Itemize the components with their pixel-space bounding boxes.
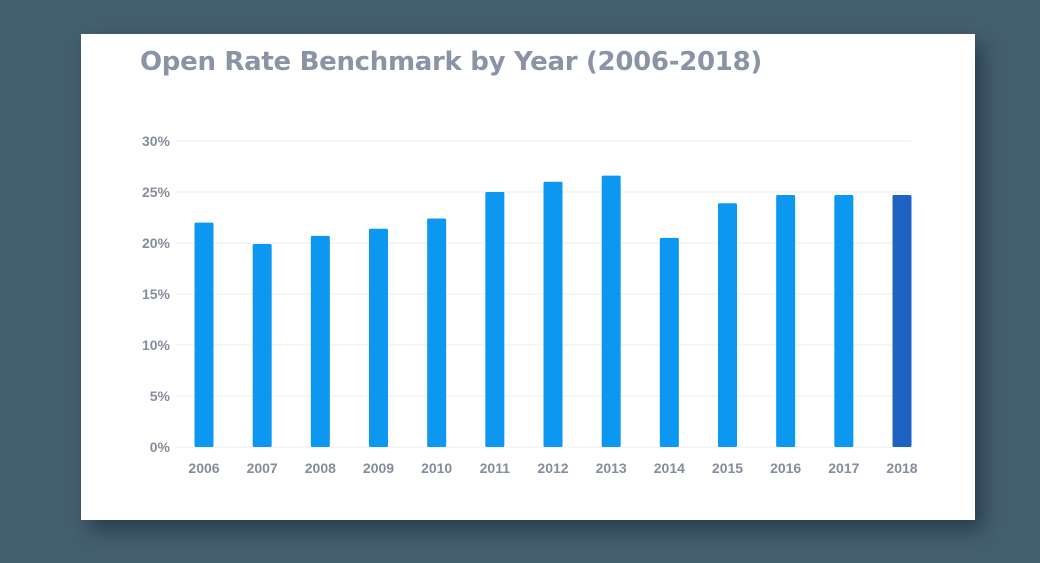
y-tick-label: 10% [142,337,171,353]
bar-2008 [310,235,330,447]
y-tick-label: 15% [142,286,171,302]
bar-2017 [834,195,854,447]
chart-card: Open Rate Benchmark by Year (2006-2018) … [81,34,975,520]
bar-2009 [369,228,388,447]
x-tick-label: 2010 [421,460,452,476]
bar-2011 [485,192,505,447]
x-tick-label: 2018 [886,460,917,476]
bar-2015 [718,203,737,447]
chart-title: Open Rate Benchmark by Year (2006-2018) [140,47,762,77]
x-axis-ticks: 2006 2007 2008 2009 2010 2011 2012 2013 2014 2015… [188,460,917,476]
y-axis-ticks: 0% 5% 10% 15% 20% 25% 30% [142,133,171,455]
x-tick-label: 2006 [188,460,219,476]
bar-2014 [659,237,679,447]
y-tick-label: 0% [150,439,171,455]
y-tick-label: 25% [142,184,171,200]
y-tick-label: 5% [150,388,171,404]
bar-2016 [776,195,796,447]
x-tick-label: 2007 [247,460,278,476]
x-tick-label: 2015 [712,460,743,476]
x-tick-label: 2013 [596,460,627,476]
x-tick-label: 2017 [828,460,859,476]
x-tick-label: 2016 [770,460,801,476]
bar-2012 [543,181,563,448]
bar-chart: 0% 5% 10% 15% 20% 25% 30% 2006 2007 2008 2009 2010… [142,133,918,476]
bars [194,175,912,448]
x-tick-label: 2014 [654,460,685,476]
bar-2006 [194,222,214,447]
x-tick-label: 2011 [480,460,511,476]
x-tick-label: 2009 [363,460,394,476]
bar-2018 [892,195,912,447]
bar-2010 [427,218,447,447]
y-tick-label: 20% [142,235,171,251]
y-tick-label: 30% [142,133,171,149]
bar-2007 [252,244,272,447]
x-tick-label: 2008 [305,460,336,476]
bar-2013 [601,175,621,447]
x-tick-label: 2012 [537,460,568,476]
